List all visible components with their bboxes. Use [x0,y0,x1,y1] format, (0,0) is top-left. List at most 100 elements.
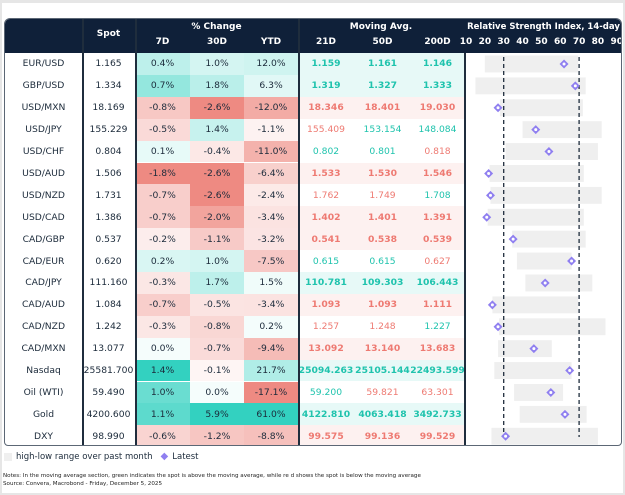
ma-21d: 155.409 [307,124,345,136]
pair-label: GBP/USD [22,80,65,92]
divider [135,19,137,445]
rsi-marker-center [485,215,489,219]
spot-value: 111.160 [89,277,128,289]
ma-50d: 0.538 [354,228,411,251]
change-ytd: -8.8% [244,425,298,445]
header-200d: 200D [424,37,451,47]
ma-200d: 99.529 [411,425,464,445]
table-row: CAD/NZD 1.242 -0.3% -0.8% 0.2% 1.257 1.248 1.22… [5,315,621,338]
header-7d: 7D [155,37,170,47]
table-row: Oil (WTI) 59.490 1.0% 0.0% -17.1% 59.200 59.82… [5,381,621,404]
rsi-marker-center [489,193,493,197]
ma-200d: 22493.599 [410,359,465,382]
ma-21d: 4122.810 [298,403,354,426]
ma-21d: 1.159 [298,53,354,75]
change-7d: -0.7% [135,293,190,316]
rsi-tick-label: 40 [516,37,529,47]
change-7d: -0.7% [135,206,190,229]
table-header: Spot % Change 7D 30D YTD Moving Avg. 21D… [5,19,621,53]
change-7d: -0.8% [135,96,190,119]
change-7d: 0.0% [135,337,190,360]
change-ytd: 21.7% [244,359,298,382]
ma-200d: 148.084 [418,124,457,136]
ma-21d: 99.575 [298,425,354,445]
change-ytd: -6.4% [244,162,298,185]
notes-line: Notes: In the moving average section, gr… [3,473,421,479]
ma-50d: 153.154 [363,124,402,136]
spot-value: 59.490 [92,386,125,398]
change-30d: 1.0% [190,53,244,75]
rsi-range-bar [519,405,587,423]
ma-200d: 1.391 [411,206,464,229]
change-7d: -0.6% [135,425,190,445]
source-line: Source: Convera, Macrobond - Friday, Dec… [3,481,163,487]
table-row: EUR/USD 1.165 0.4% 1.0% 12.0% 1.159 1.161 1.146 [5,53,621,75]
ma-21d: 1.257 [312,321,340,333]
change-ytd: 1.5% [244,272,298,294]
header-spot: Spot [96,29,121,39]
ma-200d: 19.030 [411,96,464,119]
rsi-tick-label: 30 [497,37,510,47]
change-30d: 1.0% [190,250,244,272]
table-row: CAD/JPY 111.160 -0.3% 1.7% 1.5% 110.781 109.30… [5,272,621,294]
spot-value: 1.084 [95,299,122,311]
pair-label: Gold [32,408,55,420]
rsi-range-bar [522,121,602,139]
header-ytd: YTD [260,37,282,47]
ma-21d: 110.781 [298,272,354,294]
ma-200d: 1.546 [411,162,464,185]
change-7d: 0.2% [135,250,190,272]
spot-value: 0.620 [95,255,122,267]
change-ytd: -7.5% [244,250,298,272]
pair-label: CAD/MXN [21,343,66,355]
change-30d: -0.4% [190,140,244,163]
ma-50d: 1.248 [369,321,396,333]
change-ytd: -12.0% [244,96,298,119]
ma-200d: 13.683 [411,337,464,360]
change-30d: 1.8% [190,74,244,97]
rsi-range-bar [512,230,586,248]
ma-200d: 63.301 [421,386,454,398]
pair-label: USD/AUD [22,167,65,179]
rsi-range-bar [490,186,602,204]
pair-label: CAD/EUR [22,255,65,267]
ma-50d: 1.530 [354,162,411,185]
ma-50d: 1.401 [354,206,411,229]
ma-200d: 3492.733 [411,403,464,426]
change-30d: -2.0% [190,206,244,229]
ma-200d: 1.227 [424,321,451,333]
spot-value: 1.386 [95,211,122,223]
ma-50d: 4063.418 [354,403,411,426]
change-ytd: 6.3% [244,74,298,97]
ma-200d: 1.333 [411,74,464,97]
change-ytd: -17.1% [244,381,298,404]
rsi-tick-label: 10 [459,37,473,47]
spot-value: 1.334 [95,80,122,92]
table-row: CAD/EUR 0.620 0.2% 1.0% -7.5% 0.615 0.615 0.627 [5,250,621,272]
change-7d: 1.4% [135,359,190,382]
ma-21d: 18.346 [298,96,354,119]
table-row: DXY 98.990 -0.6% -1.2% -8.8% 99.575 99.136 99.5… [5,425,621,445]
spot-value: 13.077 [92,343,125,355]
rsi-marker-center [532,347,536,351]
header-rsi-title: Relative Strength Index, 14-day [467,22,620,32]
ma-21d: 1.533 [298,162,354,185]
ma-50d: 0.801 [369,146,396,158]
rsi-range-bar [498,340,552,358]
rsi-range-bar [514,384,564,401]
change-30d: -0.1% [190,359,244,382]
change-7d: -0.5% [135,118,190,141]
table-row: USD/NZD 1.731 -0.7% -2.6% -2.4% 1.762 1.749 1.7… [5,184,621,207]
pair-label: CAD/JPY [25,277,62,289]
rsi-marker-center [490,303,494,307]
change-30d: -0.7% [190,337,244,360]
spot-value: 1.731 [95,189,122,201]
ma-21d: 0.802 [312,146,340,158]
change-7d: -0.2% [135,228,190,251]
pair-label: USD/MXN [21,102,66,114]
spot-value: 98.990 [92,430,125,442]
change-ytd: 61.0% [244,403,298,426]
change-ytd: 12.0% [244,53,298,75]
rsi-marker-center [562,62,566,66]
spot-value: 1.165 [95,58,122,70]
